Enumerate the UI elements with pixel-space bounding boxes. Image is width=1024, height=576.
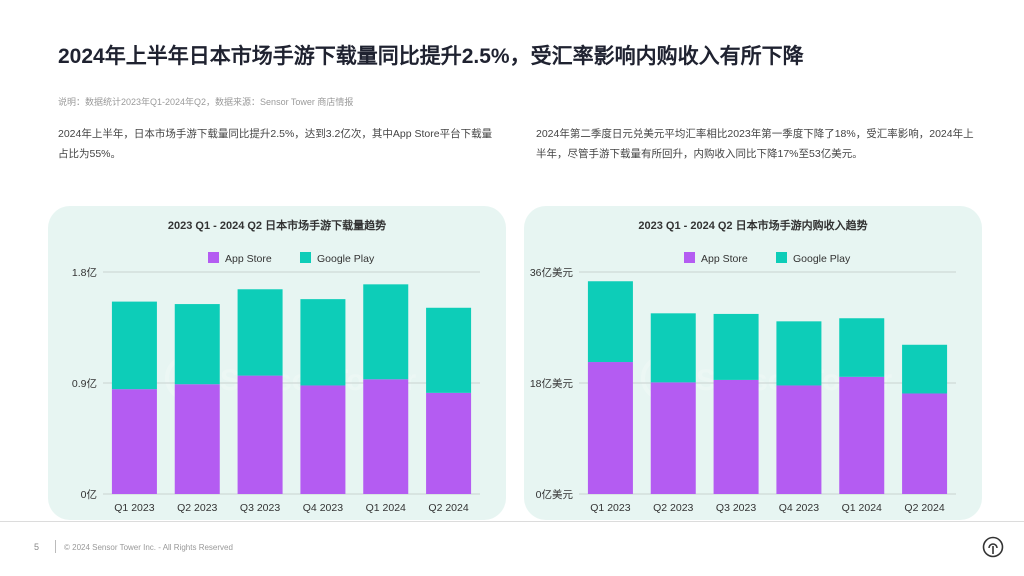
sensor-tower-logo-icon	[982, 536, 1004, 558]
y-tick-label: 1.8亿	[72, 266, 97, 279]
x-tick-label: Q3 2023	[716, 502, 756, 514]
x-tick-label: Q2 2024	[904, 502, 944, 514]
legend-label-google-play: Google Play	[317, 253, 375, 265]
bar-app-store	[363, 379, 409, 494]
legend-swatch-google-play	[300, 252, 311, 263]
x-tick-label: Q3 2023	[240, 502, 280, 514]
x-tick-label: Q2 2023	[177, 502, 217, 514]
bar-app-store	[713, 379, 759, 494]
revenue-chart-panel: 2023 Q1 - 2024 Q2 日本市场手游内购收入趋势Sensor Tow…	[524, 206, 982, 520]
bar-google-play	[650, 313, 696, 383]
legend-label-app-store: App Store	[225, 253, 272, 265]
bar-google-play	[174, 304, 220, 385]
legend-swatch-app-store	[208, 252, 219, 263]
chart-title: 2023 Q1 - 2024 Q2 日本市场手游内购收入趋势	[638, 218, 867, 232]
bar-google-play	[111, 301, 157, 390]
downloads-summary: 2024年上半年，日本市场手游下载量同比提升2.5%，达到3.2亿次，其中App…	[58, 128, 493, 160]
bar-app-store	[237, 375, 283, 494]
y-tick-label: 0亿美元	[536, 488, 574, 501]
bar-app-store	[174, 384, 220, 494]
y-tick-label: 0.9亿	[72, 377, 97, 390]
x-tick-label: Q1 2024	[366, 502, 406, 514]
bar-app-store	[839, 376, 885, 494]
x-tick-label: Q1 2023	[590, 502, 630, 514]
downloads-chart-panel: 2023 Q1 - 2024 Q2 日本市场手游下载量趋势Sensor Towe…	[48, 206, 506, 520]
page-number: 5	[34, 542, 40, 552]
bar-app-store	[650, 382, 696, 494]
footer-separator	[55, 540, 56, 553]
bar-app-store	[426, 392, 472, 494]
bar-app-store	[902, 393, 948, 494]
legend-swatch-google-play	[776, 252, 787, 263]
bar-google-play	[587, 281, 633, 363]
revenue-summary: 2024年第二季度日元兑美元平均汇率相比2023年第一季度下降了18%，受汇率影…	[536, 128, 974, 160]
y-tick-label: 0亿	[81, 488, 97, 501]
x-tick-label: Q1 2024	[842, 502, 882, 514]
legend-label-google-play: Google Play	[793, 253, 851, 265]
revenue-chart: 2023 Q1 - 2024 Q2 日本市场手游内购收入趋势Sensor Tow…	[530, 218, 956, 514]
bar-google-play	[776, 321, 822, 386]
bar-google-play	[237, 289, 283, 376]
bar-app-store	[776, 385, 822, 494]
bar-google-play	[363, 284, 409, 380]
bar-app-store	[300, 385, 346, 494]
y-tick-label: 36亿美元	[530, 266, 574, 279]
x-tick-label: Q2 2023	[653, 502, 693, 514]
bar-app-store	[587, 362, 633, 494]
copyright: © 2024 Sensor Tower Inc. - All Rights Re…	[64, 543, 233, 552]
bar-google-play	[839, 318, 885, 377]
footer-divider	[0, 521, 1024, 522]
x-tick-label: Q4 2023	[779, 502, 819, 514]
bar-app-store	[111, 389, 157, 494]
page-title: 2024年上半年日本市场手游下载量同比提升2.5%，受汇率影响内购收入有所下降	[58, 45, 804, 68]
bar-google-play	[713, 313, 759, 380]
bar-google-play	[300, 299, 346, 386]
bar-google-play	[426, 307, 472, 393]
x-tick-label: Q1 2023	[114, 502, 154, 514]
y-tick-label: 18亿美元	[530, 377, 574, 390]
chart-title: 2023 Q1 - 2024 Q2 日本市场手游下载量趋势	[168, 218, 386, 232]
downloads-chart: 2023 Q1 - 2024 Q2 日本市场手游下载量趋势Sensor Towe…	[72, 218, 480, 514]
legend-label-app-store: App Store	[701, 253, 748, 265]
source-note: 说明：数据统计2023年Q1-2024年Q2，数据来源：Sensor Tower…	[58, 97, 354, 107]
bar-google-play	[902, 344, 948, 394]
legend-swatch-app-store	[684, 252, 695, 263]
x-tick-label: Q2 2024	[428, 502, 468, 514]
x-tick-label: Q4 2023	[303, 502, 343, 514]
